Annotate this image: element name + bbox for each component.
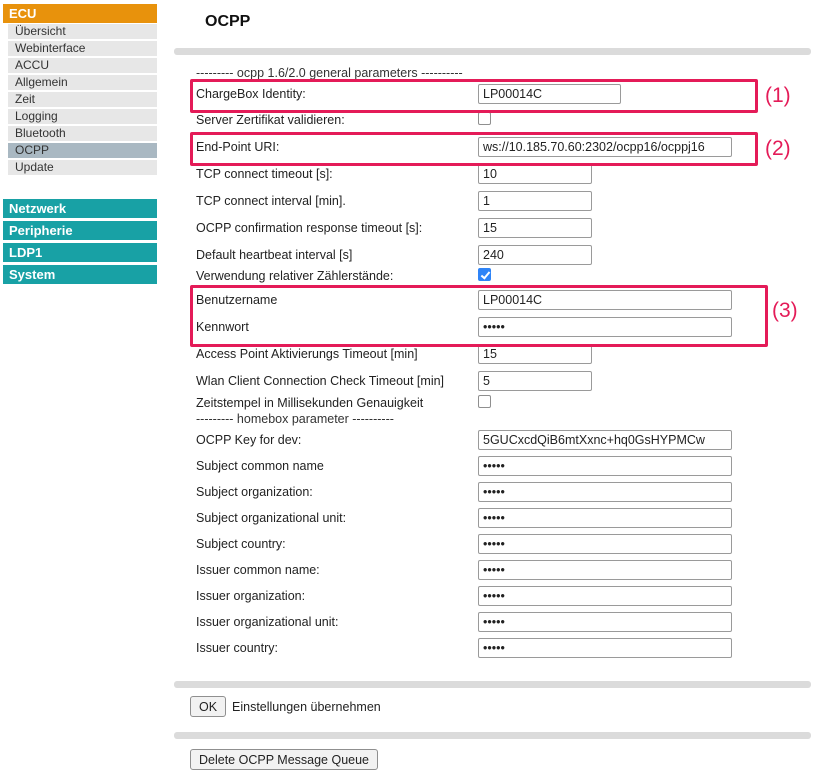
issuer-common-name-label: Issuer common name: <box>196 563 320 577</box>
form-row: Issuer organizational unit: <box>196 612 815 634</box>
tcp-timeout-input[interactable] <box>478 164 592 184</box>
form-row: Issuer organization: <box>196 586 815 608</box>
ok-button[interactable]: OK <box>190 696 227 717</box>
form-row: Subject organizational unit: <box>196 508 815 530</box>
sidebar-item-allgemein[interactable]: Allgemein <box>8 75 157 90</box>
subject-organization-input[interactable] <box>478 482 732 502</box>
ms-timestamp-checkbox[interactable] <box>478 395 491 408</box>
page-title: OCPP <box>205 13 251 30</box>
tcp-interval-label: TCP connect interval [min]. <box>196 194 346 208</box>
sidebar-item-update[interactable]: Update <box>8 160 157 175</box>
sidebar-item-zeit[interactable]: Zeit <box>8 92 157 107</box>
username-label: Benutzername <box>196 293 278 307</box>
chargebox-identity-label: ChargeBox Identity: <box>196 87 306 101</box>
subject-country-input[interactable] <box>478 534 732 554</box>
issuer-organization-input[interactable] <box>478 586 732 606</box>
separator-bar <box>174 732 811 739</box>
delete-ocpp-queue-button[interactable]: Delete OCPP Message Queue <box>190 749 379 770</box>
tcp-timeout-label: TCP connect timeout [s]: <box>196 167 333 181</box>
subject-country-label: Subject country: <box>196 537 286 551</box>
password-input[interactable] <box>478 317 732 337</box>
wlan-check-timeout-input[interactable] <box>478 371 592 391</box>
form-row: TCP connect timeout [s]: <box>196 164 815 186</box>
form-row: Subject organization: <box>196 482 815 504</box>
password-label: Kennwort <box>196 320 249 334</box>
server-cert-checkbox[interactable] <box>478 112 491 125</box>
endpoint-uri-label: End-Point URI: <box>196 140 280 154</box>
sidebar-item-webinterface[interactable]: Webinterface <box>8 41 157 56</box>
issuer-org-unit-input[interactable] <box>478 612 732 632</box>
sidebar-section-system[interactable]: System <box>3 265 157 284</box>
sidebar-section-peripherie[interactable]: Peripherie <box>3 221 157 240</box>
form-row: Issuer country: <box>196 638 815 660</box>
form-row: Access Point Aktivierungs Timeout [min] <box>196 344 815 366</box>
subject-common-name-input[interactable] <box>478 456 732 476</box>
subject-common-name-label: Subject common name <box>196 459 324 473</box>
subject-org-unit-input[interactable] <box>478 508 732 528</box>
ocpp-key-input[interactable] <box>478 430 732 450</box>
annotation-label-2: (2) <box>765 137 791 160</box>
wlan-check-timeout-label: Wlan Client Connection Check Timeout [mi… <box>196 374 445 388</box>
form-row: ChargeBox Identity: <box>196 84 815 106</box>
form-row: Kennwort <box>196 317 815 339</box>
chargebox-identity-input[interactable] <box>478 84 621 104</box>
form-row: OCPP confirmation response timeout [s]: <box>196 218 815 240</box>
issuer-organization-label: Issuer organization: <box>196 589 306 603</box>
ms-timestamp-label: Zeitstempel in Millisekunden Genauigkeit <box>196 396 424 410</box>
separator-bar <box>174 48 811 55</box>
issuer-org-unit-label: Issuer organizational unit: <box>196 615 339 629</box>
ocpp-key-label: OCPP Key for dev: <box>196 433 302 447</box>
issuer-common-name-input[interactable] <box>478 560 732 580</box>
server-cert-label: Server Zertifikat validieren: <box>196 113 345 127</box>
sidebar-section-ecu[interactable]: ECU <box>3 4 157 23</box>
ap-activation-timeout-label: Access Point Aktivierungs Timeout [min] <box>196 347 418 361</box>
subject-org-unit-label: Subject organizational unit: <box>196 511 347 525</box>
group-label-homebox: --------- homebox parameter ---------- <box>196 412 394 426</box>
heartbeat-interval-input[interactable] <box>478 245 592 265</box>
username-input[interactable] <box>478 290 732 310</box>
confirmation-timeout-input[interactable] <box>478 218 592 238</box>
form-row: End-Point URI: <box>196 137 815 159</box>
sidebar-item-logging[interactable]: Logging <box>8 109 157 124</box>
subject-organization-label: Subject organization: <box>196 485 313 499</box>
form-row: OCPP Key for dev: <box>196 430 815 452</box>
form-row: Default heartbeat interval [s] <box>196 245 815 267</box>
form-row: Subject common name <box>196 456 815 478</box>
sidebar-item-uebersicht[interactable]: Übersicht <box>8 24 157 39</box>
sidebar-section-ldp1[interactable]: LDP1 <box>3 243 157 262</box>
ap-activation-timeout-input[interactable] <box>478 344 592 364</box>
tcp-interval-input[interactable] <box>478 191 592 211</box>
form-row: Benutzername <box>196 290 815 312</box>
endpoint-uri-input[interactable] <box>478 137 732 157</box>
form-row: TCP connect interval [min]. <box>196 191 815 213</box>
form-row: Subject country: <box>196 534 815 556</box>
annotation-label-3: (3) <box>772 299 798 322</box>
relative-meter-checkbox[interactable] <box>478 268 491 281</box>
relative-meter-label: Verwendung relativer Zählerstände: <box>196 269 394 283</box>
form-row: Zeitstempel in Millisekunden Genauigkeit <box>196 393 815 415</box>
form-row: Issuer common name: <box>196 560 815 582</box>
ok-button-note: Einstellungen übernehmen <box>232 700 381 714</box>
form-row: Verwendung relativer Zählerstände: <box>196 266 815 288</box>
annotation-label-1: (1) <box>765 84 791 107</box>
issuer-country-input[interactable] <box>478 638 732 658</box>
form-row: Wlan Client Connection Check Timeout [mi… <box>196 371 815 393</box>
sidebar-item-ocpp[interactable]: OCPP <box>8 143 157 158</box>
sidebar-item-accu[interactable]: ACCU <box>8 58 157 73</box>
sidebar-item-bluetooth[interactable]: Bluetooth <box>8 126 157 141</box>
sidebar-section-netzwerk[interactable]: Netzwerk <box>3 199 157 218</box>
heartbeat-interval-label: Default heartbeat interval [s] <box>196 248 353 262</box>
separator-bar <box>174 681 811 688</box>
confirmation-timeout-label: OCPP confirmation response timeout [s]: <box>196 221 423 235</box>
issuer-country-label: Issuer country: <box>196 641 278 655</box>
form-row: Server Zertifikat validieren: <box>196 110 815 132</box>
group-label-general: --------- ocpp 1.6/2.0 general parameter… <box>196 66 463 80</box>
